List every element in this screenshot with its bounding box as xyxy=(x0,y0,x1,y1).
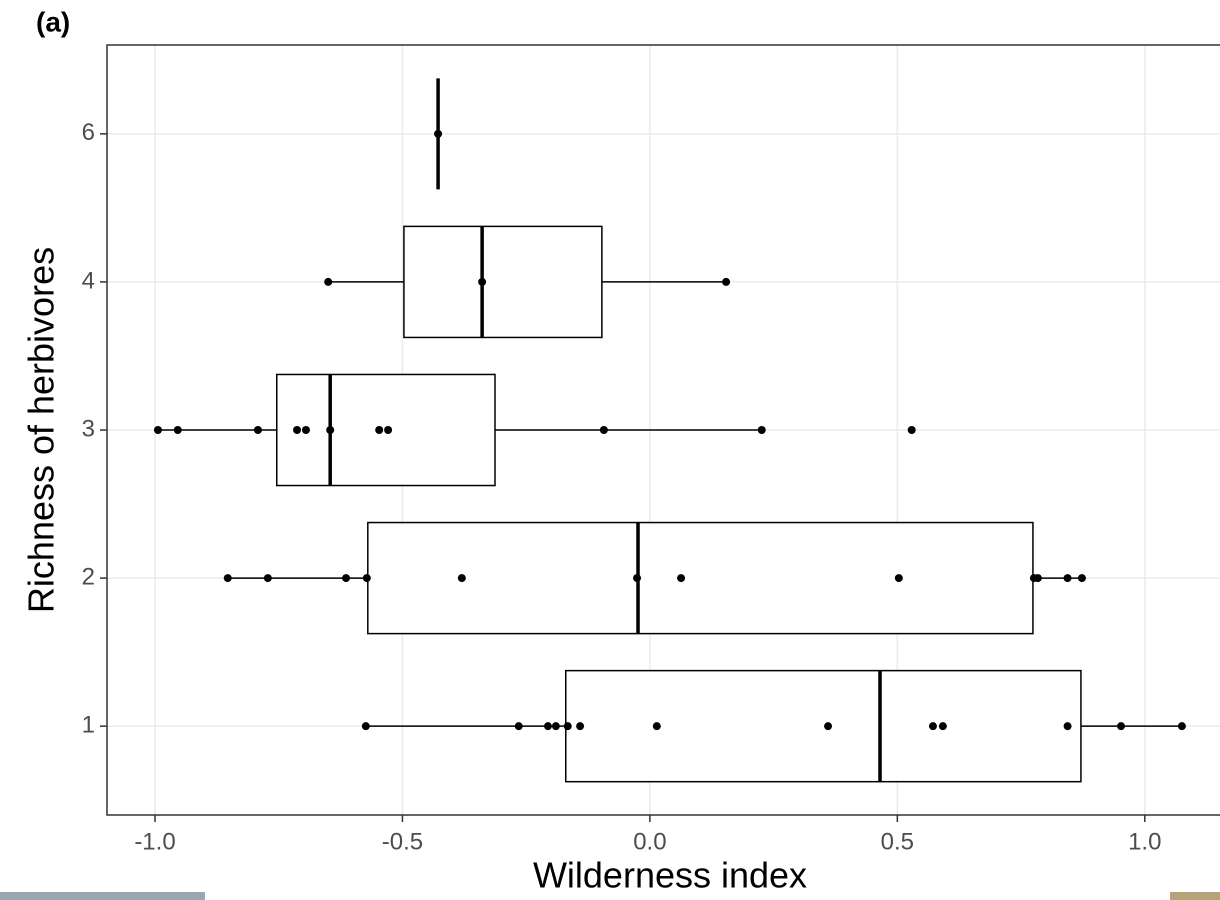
data-point xyxy=(293,426,302,434)
data-point xyxy=(824,722,833,731)
data-point xyxy=(907,426,916,434)
data-point xyxy=(301,426,310,434)
box xyxy=(403,225,603,339)
data-point xyxy=(153,426,162,434)
panel-label: (a) xyxy=(36,6,70,37)
data-point xyxy=(563,722,572,731)
data-point xyxy=(223,574,232,583)
data-point xyxy=(633,574,642,583)
box xyxy=(275,373,496,487)
data-point xyxy=(1033,574,1042,583)
data-point xyxy=(551,722,560,731)
box xyxy=(565,669,1082,783)
data-point xyxy=(894,574,903,583)
x-tick-label: 0.0 xyxy=(633,828,666,855)
x-tick-label: -1.0 xyxy=(134,828,175,855)
data-point xyxy=(652,722,661,731)
data-point xyxy=(757,426,766,434)
data-point xyxy=(324,277,333,286)
data-point xyxy=(173,426,182,434)
data-point xyxy=(576,722,585,731)
data-point xyxy=(361,722,370,731)
y-tick-label: 4 xyxy=(82,267,95,294)
y-tick-label: 1 xyxy=(82,711,95,738)
data-point xyxy=(478,277,487,286)
data-point xyxy=(375,426,384,434)
y-axis-title: Richness of herbivores xyxy=(21,247,62,613)
data-point xyxy=(722,277,731,286)
data-point xyxy=(263,574,272,583)
data-point xyxy=(253,426,262,434)
data-point xyxy=(938,722,947,731)
panel-border xyxy=(106,44,1220,816)
y-tick-label: 3 xyxy=(82,415,95,442)
data-point xyxy=(326,426,335,434)
box xyxy=(367,521,1034,635)
data-point xyxy=(457,574,466,583)
x-tick-label: 1.0 xyxy=(1128,828,1161,855)
data-point xyxy=(384,426,393,434)
data-point xyxy=(677,574,686,583)
photo-fragment xyxy=(1170,892,1220,900)
data-point xyxy=(1077,574,1086,583)
y-tick-label: 2 xyxy=(82,563,95,590)
data-point xyxy=(342,574,351,583)
data-point xyxy=(362,574,371,583)
plot-area: -1.0 -0.5 0.0 0.5 1.0 1 2 3 4 6 xyxy=(82,44,1220,855)
data-point xyxy=(599,426,608,434)
y-tick-label: 6 xyxy=(82,119,95,146)
data-point xyxy=(1063,722,1072,731)
data-point xyxy=(543,722,552,731)
data-point xyxy=(928,722,937,731)
x-axis-title: Wilderness index xyxy=(533,855,807,896)
data-point xyxy=(514,722,523,731)
data-point xyxy=(1117,722,1126,731)
data-point xyxy=(434,129,443,138)
x-tick-label: 0.5 xyxy=(881,828,914,855)
x-tick-label: -0.5 xyxy=(382,828,423,855)
photo-fragment xyxy=(0,892,205,900)
data-point xyxy=(1063,574,1072,583)
data-point xyxy=(1177,722,1186,731)
